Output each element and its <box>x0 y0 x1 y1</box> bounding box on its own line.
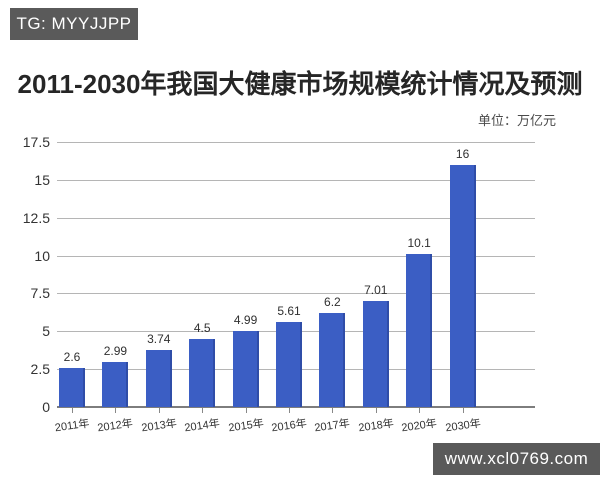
bar-value-label: 3.74 <box>147 332 171 347</box>
gridline <box>57 179 535 181</box>
y-axis-tick-label: 17.5 <box>22 134 50 150</box>
bar-value-label: 6.2 <box>324 295 341 310</box>
bar <box>145 350 172 407</box>
bar <box>102 361 129 407</box>
x-axis-tick <box>72 408 73 413</box>
bar <box>319 313 346 407</box>
y-axis-tick-label: 2.5 <box>30 361 50 378</box>
bar-value-label: 10.1 <box>407 236 431 251</box>
watermark-tg-badge: TG: MYYJJPP <box>10 8 138 40</box>
gridline <box>57 217 535 219</box>
bar-value-label: 7.01 <box>364 282 388 297</box>
x-axis-tick <box>202 408 204 413</box>
bar-value-label: 4.5 <box>193 320 211 335</box>
x-axis-tick <box>289 408 290 413</box>
x-axis-tick <box>245 408 247 413</box>
bar-value-label: 16 <box>455 146 470 161</box>
unit-label: 单位：万亿元 <box>477 113 556 128</box>
bar-value-label: 2.99 <box>103 343 128 358</box>
bar <box>362 300 389 407</box>
y-axis-tick-label: 12.5 <box>22 209 50 226</box>
bar-value-label: 4.99 <box>233 313 258 328</box>
y-axis-tick-label: 15 <box>34 171 50 188</box>
gridline <box>57 293 535 295</box>
x-axis-tick <box>462 408 464 413</box>
watermark-site-badge: www.xcl0769.com <box>433 443 600 475</box>
y-axis-tick-label: 5 <box>42 323 50 340</box>
x-axis-tick <box>115 408 117 413</box>
bar <box>449 164 476 407</box>
bar <box>406 254 433 407</box>
x-axis-line <box>57 406 535 408</box>
y-axis-tick-label: 0 <box>42 399 50 415</box>
gridline <box>57 255 535 257</box>
chart-title: 2011-2030年我国大健康市场规模统计情况及预测 <box>17 69 583 99</box>
bar <box>189 338 216 407</box>
bar <box>232 331 259 407</box>
watermark-tg-text: TG: MYYJJPP <box>16 14 132 33</box>
watermark-site-text: www.xcl0769.com <box>444 449 589 468</box>
y-axis-tick-label: 7.5 <box>30 285 50 302</box>
bar-value-label: 2.6 <box>63 349 81 364</box>
bar <box>59 367 85 407</box>
y-axis-tick-label: 10 <box>34 247 50 264</box>
x-axis-tick <box>332 408 334 413</box>
x-axis-tick <box>375 408 377 413</box>
x-axis-tick <box>158 408 160 413</box>
x-axis-tick <box>419 408 421 413</box>
gridline <box>57 142 535 143</box>
bar-value-label: 5.61 <box>277 304 301 319</box>
bar <box>276 322 302 407</box>
